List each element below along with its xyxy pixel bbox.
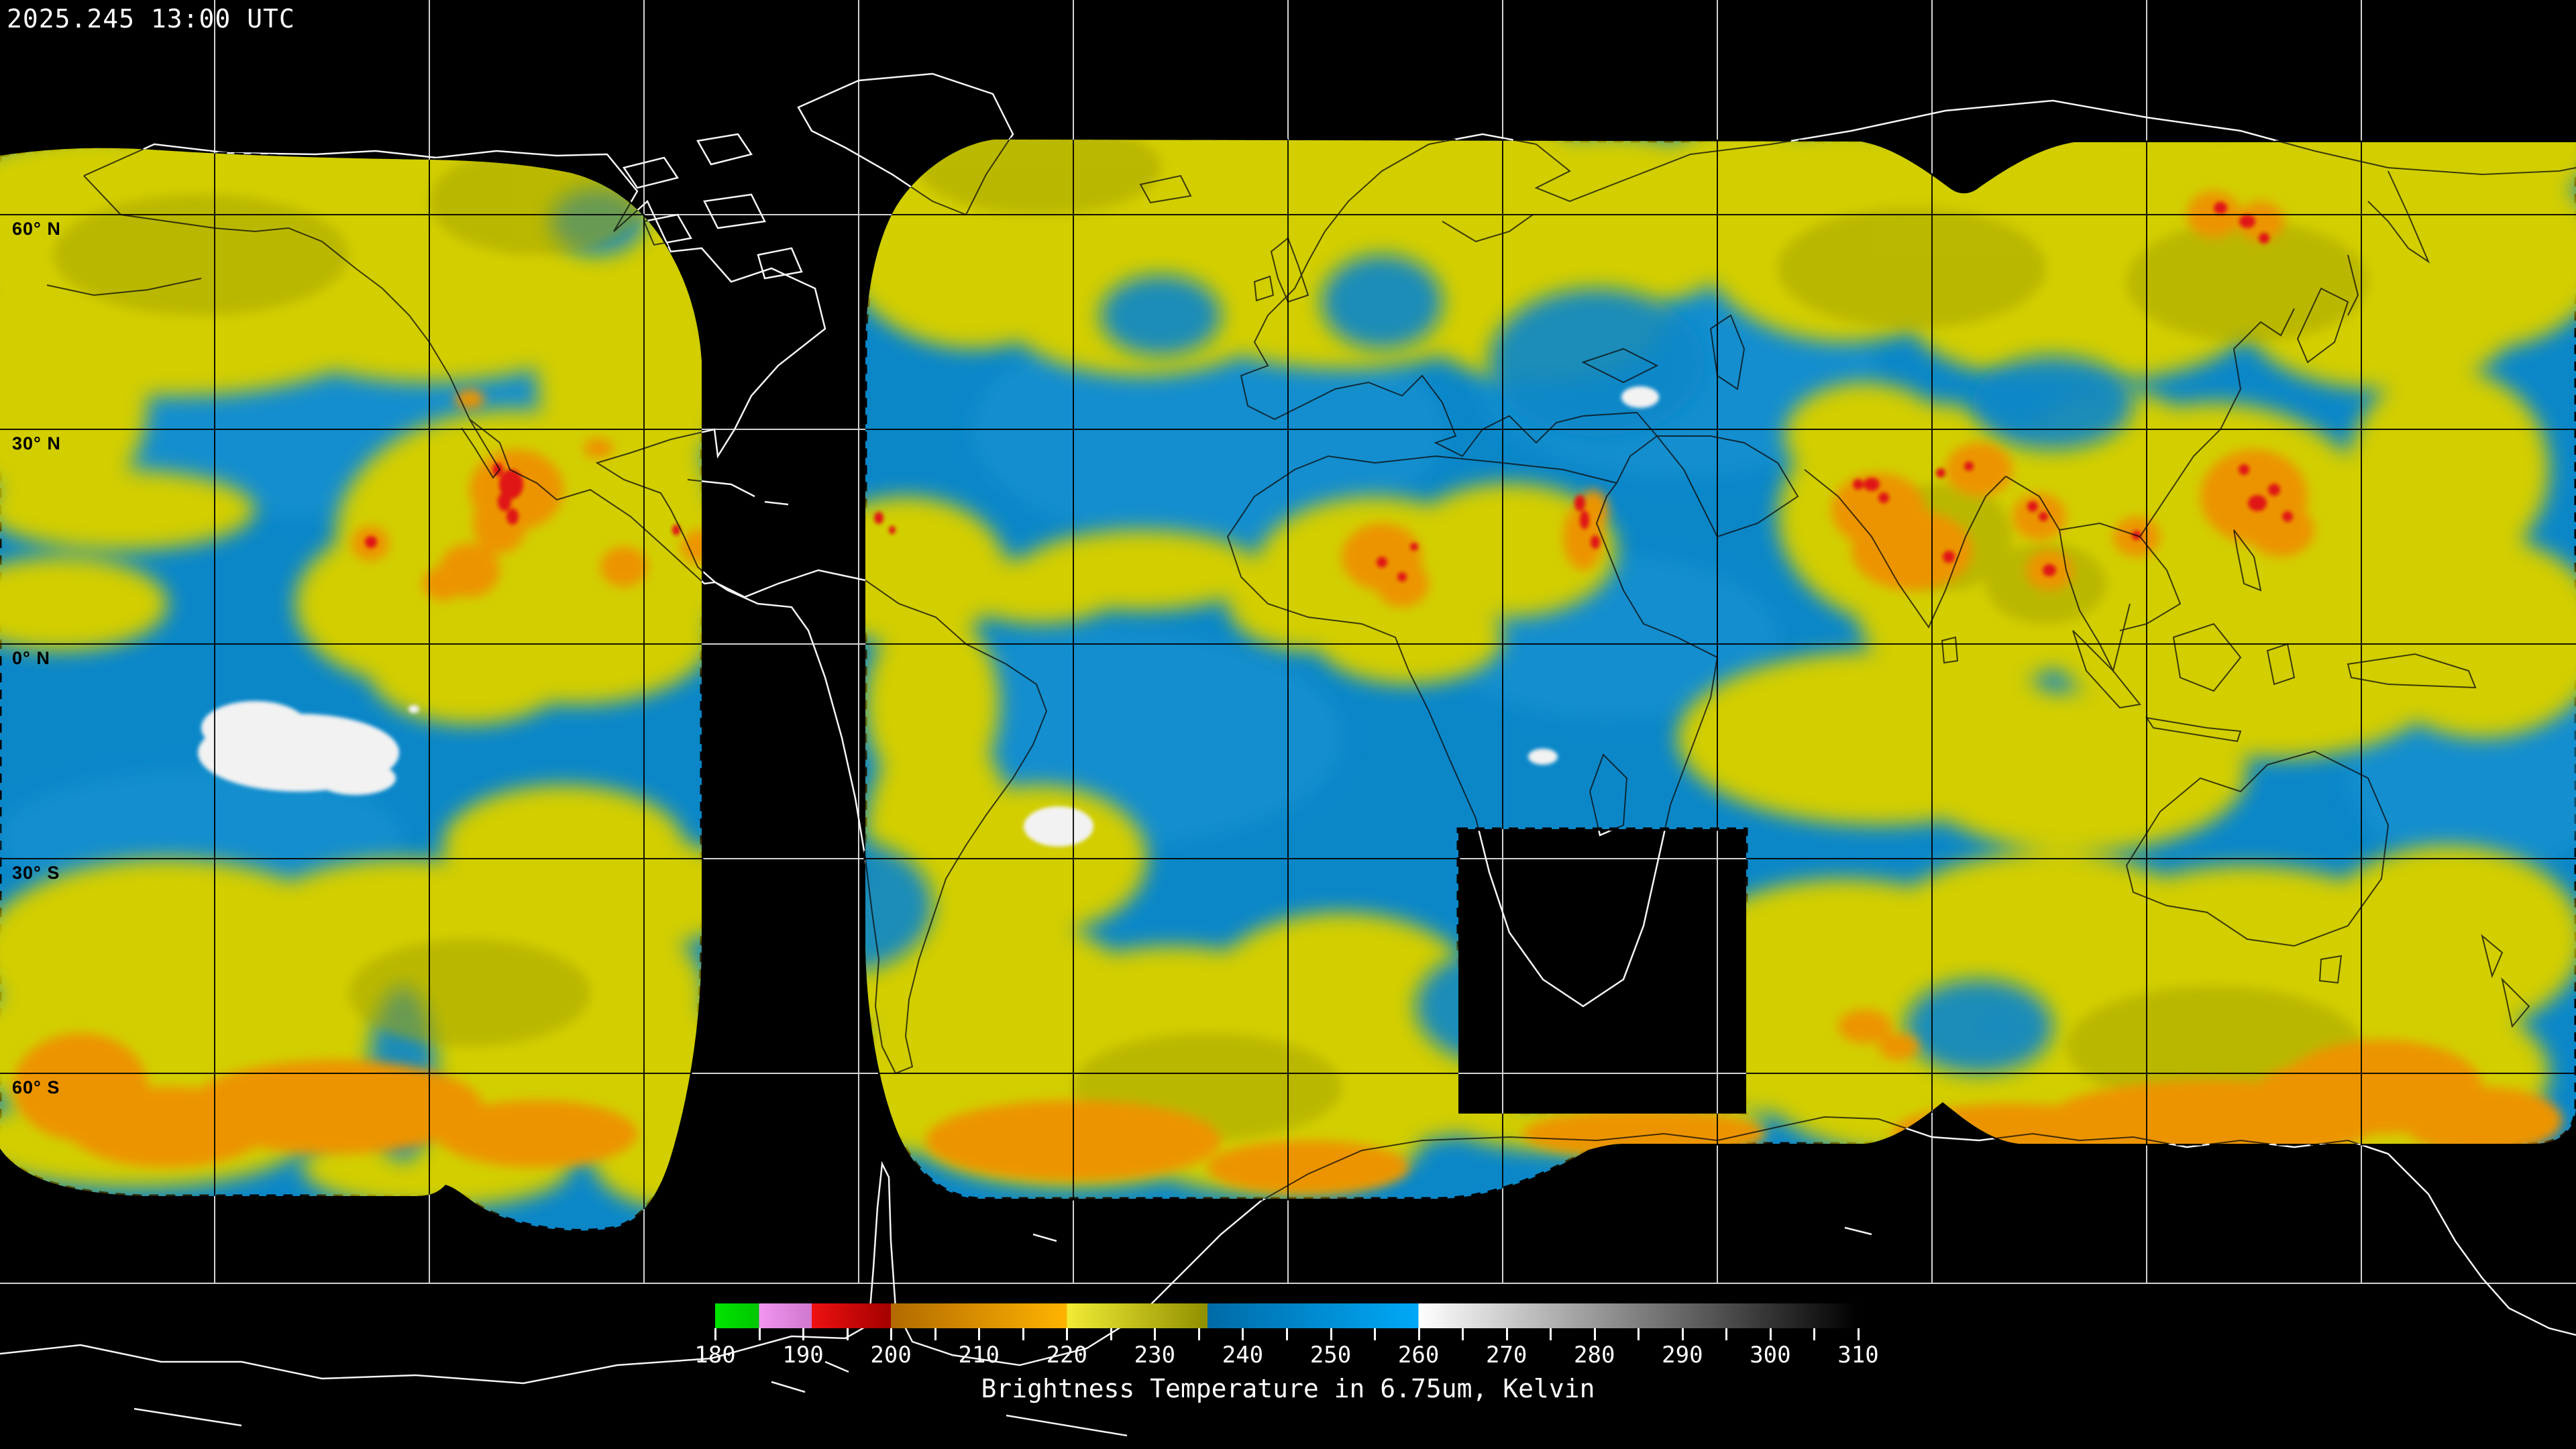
colorbar-tick [758, 1328, 761, 1340]
colorbar-tick [1417, 1328, 1420, 1340]
colorbar-tick [934, 1328, 936, 1340]
colorbar-tick-label: 210 [958, 1342, 1000, 1368]
colorbar-tick-label: 280 [1574, 1342, 1615, 1368]
deep-convection-layer [365, 202, 2293, 582]
colorbar-tick-label: 250 [1309, 1342, 1352, 1368]
colorbar-tick [1813, 1328, 1816, 1340]
colorbar-tick-label: 190 [782, 1342, 824, 1368]
colorbar-tick [846, 1328, 849, 1340]
colorbar-tick [1374, 1328, 1377, 1340]
colorbar-tick [1505, 1328, 1508, 1340]
cloud-shading-layer [54, 140, 2368, 1140]
colorbar-tick [1593, 1328, 1596, 1340]
colorbar-tick [802, 1328, 805, 1340]
colorbar-tick [1066, 1328, 1069, 1340]
latitude-label: 30° N [12, 433, 61, 453]
latitude-label: 60° N [12, 219, 61, 239]
colorbar-tick [1769, 1328, 1772, 1340]
timestamp: 2025.245 13:00 UTC [7, 4, 295, 34]
colorbar-tick [1022, 1328, 1024, 1340]
colorbar-tick [1638, 1328, 1640, 1340]
colorbar-gradient [715, 1303, 1858, 1328]
colorbar-tick [1110, 1328, 1112, 1340]
colorbar-tick-label: 260 [1397, 1342, 1440, 1368]
colorbar-tick [1154, 1328, 1157, 1340]
colorbar-tick [1462, 1328, 1464, 1340]
colorbar-tick-label: 310 [1837, 1342, 1879, 1368]
colorbar-tick-label: 300 [1750, 1342, 1791, 1368]
colorbar-tick-label: 220 [1046, 1342, 1087, 1368]
colorbar-tick [1681, 1328, 1684, 1340]
warm-bright-cloud-layer [198, 386, 1659, 847]
colorbar-caption: Brightness Temperature in 6.75um, Kelvin [981, 1374, 1595, 1403]
colorbar-tick [1286, 1328, 1288, 1340]
colorbar-tick-label: 180 [694, 1342, 736, 1368]
colorbar-tick [1550, 1328, 1552, 1340]
graticule-dark-layer [0, 0, 2576, 1283]
latitude-label: 0° N [12, 648, 50, 668]
colorbar-tick [1858, 1328, 1860, 1340]
colorbar-tick-label: 270 [1485, 1342, 1527, 1368]
colorbar-tick [890, 1328, 893, 1340]
colorbar-tick-label: 200 [870, 1342, 912, 1368]
colorbar-tick-label: 230 [1134, 1342, 1176, 1368]
colorbar-tick [978, 1328, 981, 1340]
latitude-label: 30° S [12, 863, 60, 883]
colorbar-tick [714, 1328, 716, 1340]
colorbar-tick-label: 290 [1662, 1342, 1703, 1368]
colorbar-tick [1725, 1328, 1728, 1340]
colorbar-tick [1242, 1328, 1244, 1340]
colorbar-tick [1197, 1328, 1200, 1340]
colorbar-tick-label: 240 [1222, 1342, 1264, 1368]
latitude-label: 60° S [12, 1077, 60, 1097]
colorbar-tick [1330, 1328, 1332, 1340]
